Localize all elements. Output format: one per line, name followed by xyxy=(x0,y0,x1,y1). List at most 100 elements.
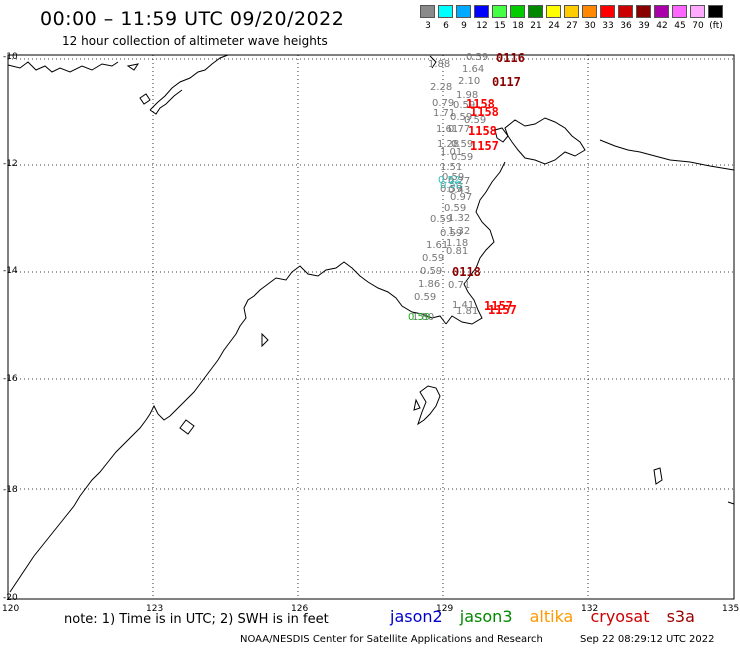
observation-time: 1158 xyxy=(466,97,495,111)
wave-height-value: 1.88 xyxy=(428,59,450,70)
footer-note: note: 1) Time is in UTC; 2) SWH is in fe… xyxy=(64,612,329,627)
wave-height-value: 1.86 xyxy=(418,279,440,290)
lon-label: 126 xyxy=(291,604,308,614)
wave-height-value: 0.59 xyxy=(440,228,462,239)
wave-height-value: 0.59 xyxy=(451,152,473,163)
observation-time: 1158 xyxy=(470,105,499,119)
colorbar-swatch xyxy=(546,5,561,18)
wave-height-value: 1.64 xyxy=(462,64,484,75)
wave-height-value: 0.59 xyxy=(440,184,462,195)
colorbar-label: 42 xyxy=(656,21,668,31)
colorbar-label: 12 xyxy=(476,21,488,31)
colorbar-label: 36 xyxy=(620,21,632,31)
satellite-legend: jason2 jason3 altika cryosat s3a xyxy=(390,607,707,626)
colorbar-label: 30 xyxy=(584,21,596,31)
colorbar-label: 21 xyxy=(530,21,542,31)
observation-time: 0116 xyxy=(496,51,525,65)
wave-height-value: 1.61 xyxy=(436,124,458,135)
wave-height-value: 1.51 xyxy=(440,162,462,173)
lon-label: 129 xyxy=(436,604,453,614)
colorbar-swatch xyxy=(618,5,633,18)
wave-height-value: 2.28 xyxy=(430,82,452,93)
observation-time: 0117 xyxy=(492,75,521,89)
lat-label: -10 xyxy=(3,52,18,62)
coastline xyxy=(7,54,735,593)
colorbar-label: 33 xyxy=(602,21,614,31)
colorbar-swatch xyxy=(474,5,489,18)
wave-height-value: 2.10 xyxy=(458,76,480,87)
colorbar-label: (ft) xyxy=(709,21,723,31)
wave-height-labels: 0.591.88 1.642.282.101.980.790.591.710.59… xyxy=(408,52,488,323)
wave-height-value: 0.59 xyxy=(420,266,442,277)
colorbar-label: 27 xyxy=(566,21,578,31)
map-subtitle: 12 hour collection of altimeter wave hei… xyxy=(62,34,328,48)
wave-height-value: 0.59 xyxy=(450,112,472,123)
colorbar-label: 9 xyxy=(461,21,467,31)
wave-height-value: 0.43 xyxy=(448,185,470,196)
timestamp: Sep 22 08:29:12 UTC 2022 xyxy=(580,634,715,645)
colorbar-label: 18 xyxy=(512,21,524,31)
observation-time: 1158 xyxy=(468,124,497,138)
legend-jason2: jason2 xyxy=(390,607,443,626)
lon-label: 120 xyxy=(2,604,19,614)
wave-height-value: 1.01 xyxy=(440,147,462,158)
colorbar-label: 70 xyxy=(692,21,704,31)
lon-label: 135 xyxy=(722,604,739,614)
colorbar-swatch xyxy=(564,5,579,18)
colorbar-label: 15 xyxy=(494,21,506,31)
wave-height-value: 1.32 xyxy=(448,226,470,237)
map-frame xyxy=(7,54,735,600)
colorbar-label: 45 xyxy=(674,21,686,31)
graticule xyxy=(8,55,734,599)
observation-time: 1157 xyxy=(470,139,499,153)
wave-height-value: 1.28 xyxy=(437,139,459,150)
wave-height-value: 1.18 xyxy=(446,238,468,249)
colorbar-swatch xyxy=(600,5,615,18)
colorbar-swatch xyxy=(420,5,435,18)
lat-label: -20 xyxy=(3,593,18,603)
wave-height-value: 0.59 xyxy=(442,172,464,183)
wave-height-value: 0.27 xyxy=(448,176,470,187)
wave-height-value: 1.41 xyxy=(452,300,474,311)
colorbar-label: 6 xyxy=(443,21,449,31)
wave-height-value: 0.77 xyxy=(448,124,470,135)
colorbar-label: 39 xyxy=(638,21,650,31)
map-title: 00:00 – 11:59 UTC 09/20/2022 xyxy=(40,8,345,30)
colorbar-swatch xyxy=(582,5,597,18)
wave-height-value: 0.59 xyxy=(414,292,436,303)
colorbar-swatch xyxy=(654,5,669,18)
wave-height-value: 0.59 xyxy=(453,100,475,111)
wave-height-value: 0.79 xyxy=(432,98,454,109)
wave-height-value: 0.97 xyxy=(450,192,472,203)
legend-jason3: jason3 xyxy=(459,607,513,626)
wave-height-value: 1.81 xyxy=(456,306,478,317)
lat-label: -14 xyxy=(3,266,18,276)
colorbar-label: 3 xyxy=(425,21,431,31)
colorbar-swatch xyxy=(690,5,705,18)
lat-label: -12 xyxy=(3,159,18,169)
wave-height-value: 0.71 xyxy=(448,280,470,291)
legend-altika: altika xyxy=(529,607,574,626)
colorbar-swatch xyxy=(708,5,723,18)
wave-height-value: 1.98 xyxy=(456,90,478,101)
lat-label: -16 xyxy=(3,374,18,384)
wave-height-value: 0.59 xyxy=(444,203,466,214)
wave-height-value: 0.50 xyxy=(440,180,462,191)
lon-label: 123 xyxy=(146,604,163,614)
wave-height-value: 0.59 xyxy=(451,139,473,150)
colorbar-swatch xyxy=(438,5,453,18)
credit: NOAA/NESDIS Center for Satellite Applica… xyxy=(240,634,543,645)
observation-time: 0118 xyxy=(452,265,481,279)
colorbar-swatch xyxy=(528,5,543,18)
wave-height-value: 1.61 xyxy=(426,240,448,251)
wave-height-value: 0.59 xyxy=(430,214,452,225)
colorbar-label: 24 xyxy=(548,21,560,31)
colorbar-swatch xyxy=(456,5,471,18)
lon-label: 132 xyxy=(581,604,598,614)
wave-height-value: 0.81 xyxy=(446,246,468,257)
wave-height-value: 1.32 xyxy=(448,213,470,224)
wave-height-value: 0.52 xyxy=(438,175,460,186)
colorbar-swatch xyxy=(672,5,687,18)
